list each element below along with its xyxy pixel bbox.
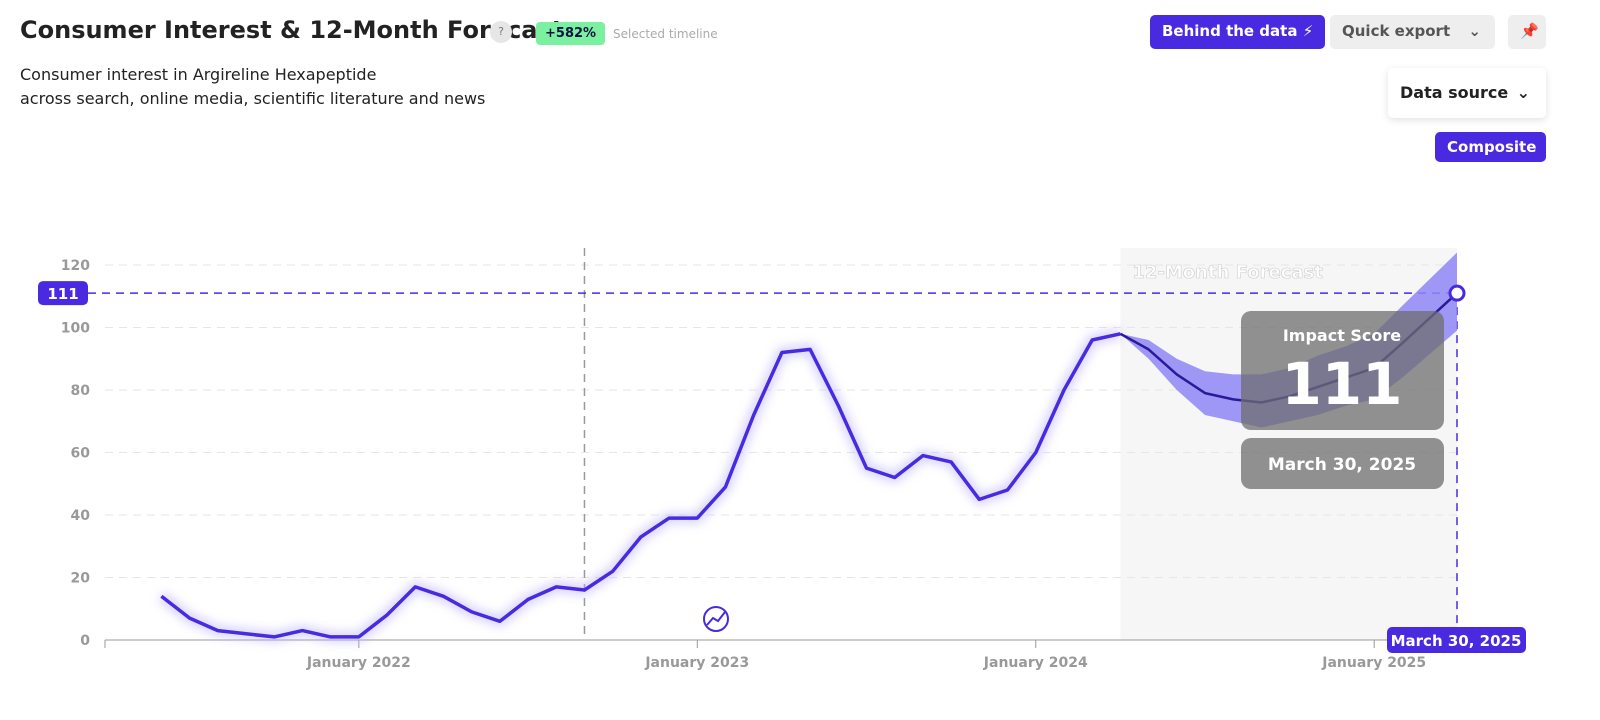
change-caption: Selected timeline: [613, 27, 718, 41]
value-badge-text: 111: [47, 285, 78, 303]
button-label: Behind the data: [1162, 22, 1298, 40]
x-tick-label: January 2022: [306, 655, 411, 671]
tooltip: [1241, 311, 1444, 430]
y-tick-label: 0: [80, 633, 90, 649]
tooltip-date: March 30, 2025: [1268, 455, 1416, 475]
highlight-point: [1448, 284, 1466, 302]
y-tick-label: 120: [61, 258, 90, 274]
behind-data-button[interactable]: Behind the data ⚡: [1150, 15, 1326, 49]
subtitle: Consumer interest in Argireline Hexapept…: [20, 65, 377, 84]
button-label: Data source: [1400, 83, 1509, 102]
button-label: Quick export: [1342, 22, 1451, 40]
help-icon[interactable]: ?: [490, 21, 512, 43]
x-tick-label: January 2025: [1321, 655, 1426, 671]
pin-button[interactable]: 📌: [1508, 15, 1546, 49]
y-tick-label: 80: [71, 383, 91, 399]
export-button[interactable]: Quick export ⌄: [1330, 15, 1495, 49]
y-tick-label: 20: [71, 571, 91, 587]
title: Consumer Interest & 12-Month Forecast: [20, 16, 564, 44]
x-tick-label: January 2023: [644, 655, 749, 671]
y-tick-label: 100: [61, 321, 90, 337]
y-tick-label: 40: [71, 508, 91, 524]
forecast-label: 12-Month Forecast: [1132, 262, 1323, 283]
tooltip-label: Impact Score: [1283, 326, 1401, 345]
history-line: [160, 332, 1121, 639]
tooltip-value: 111: [1281, 350, 1402, 418]
date-badge-text: March 30, 2025: [1391, 632, 1522, 650]
x-tick-label: January 2024: [983, 655, 1088, 671]
y-tick-label: 60: [71, 446, 91, 462]
event-icon-glyph: [706, 611, 726, 626]
composite-button[interactable]: Composite: [1435, 132, 1546, 162]
tooltip-date-box: [1241, 438, 1444, 489]
value-badge: [38, 281, 88, 306]
data-source-dropdown[interactable]: Data source ⌄: [1388, 68, 1546, 118]
line-glow: [158, 328, 1122, 642]
date-badge: [1387, 627, 1526, 653]
subtitle: across search, online media, scientific …: [20, 89, 486, 108]
change-badge: +582%: [536, 22, 606, 45]
